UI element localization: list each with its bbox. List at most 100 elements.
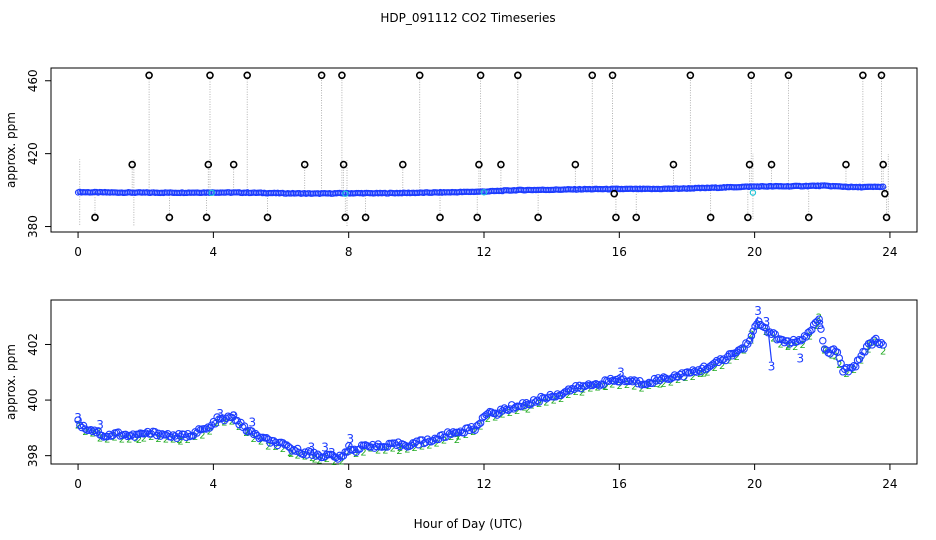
green-label: 2 — [251, 434, 257, 445]
outlier-point — [881, 189, 889, 198]
bottom-data-point — [312, 452, 320, 460]
blue-label: 3 — [768, 360, 776, 374]
blue-label: 3 — [96, 418, 104, 432]
green-label: 2 — [97, 433, 103, 444]
outlier-point — [415, 71, 424, 80]
green-label: 2 — [701, 368, 707, 379]
bottom-data-point — [264, 435, 273, 444]
top-data-point — [880, 183, 887, 190]
bottom-data-point — [345, 442, 353, 450]
bottom-data-point — [504, 406, 512, 415]
outlier-point — [128, 160, 136, 169]
bottom-data-point — [464, 424, 472, 432]
green-label: 2 — [638, 384, 644, 395]
bottom-data-point — [207, 421, 216, 429]
bottom-data-point — [692, 368, 701, 376]
top-panel: approx. ppm 0 4 8 12 16 20 24 380 420 460 — [4, 67, 918, 259]
green-label: 2 — [331, 457, 337, 468]
top-x-tick-label: 24 — [882, 245, 897, 259]
green-label: 2 — [499, 409, 505, 420]
green-label: 2 — [748, 329, 754, 340]
bottom-data-point — [877, 339, 886, 347]
green-label: 2 — [163, 435, 169, 446]
outlier-point — [339, 160, 348, 169]
top-x-tick-label: 20 — [747, 245, 762, 259]
bottom-data-point — [493, 411, 501, 419]
top-outlier-points — [91, 71, 891, 222]
jump-segment — [612, 373, 622, 380]
bottom-x-tick-label: 20 — [747, 477, 762, 491]
green-label: 2 — [485, 414, 491, 425]
bottom-data-point — [390, 439, 399, 447]
green-label: 2 — [141, 433, 147, 444]
bottom-data-point — [211, 419, 220, 428]
bottom-data-point — [711, 358, 719, 367]
top-plot-frame — [50, 67, 918, 233]
green-label: 2 — [514, 406, 520, 417]
outlier-point — [263, 213, 272, 222]
outlier-point — [317, 71, 326, 80]
green-label: 2 — [785, 340, 791, 351]
top-baseline-points — [74, 182, 887, 197]
bottom-data-point — [167, 433, 176, 441]
bottom-data-point — [372, 442, 381, 451]
outlier-point — [745, 160, 754, 169]
outlier-point — [206, 71, 214, 80]
green-label: 2 — [360, 447, 366, 458]
bottom-data-point — [412, 437, 421, 445]
green-label: 2 — [75, 421, 81, 432]
bottom-x-tick-label: 12 — [476, 477, 491, 491]
bottom-data-point — [819, 336, 827, 345]
bottom-data-point — [156, 432, 165, 440]
bottom-data-point — [698, 364, 706, 373]
blue-label: 3 — [321, 440, 329, 454]
green-label: 2 — [712, 363, 718, 374]
green-label: 2 — [214, 418, 220, 429]
bottom-data-point — [842, 364, 851, 372]
bottom-data-point — [173, 434, 181, 442]
green-label: 2 — [412, 443, 418, 454]
bottom-data-point — [718, 356, 726, 364]
top-y-axis-label: approx. ppm — [4, 112, 18, 188]
green-label: 2 — [734, 352, 740, 363]
bottom-x-tick-label: 16 — [612, 477, 627, 491]
outlier-point — [610, 189, 619, 198]
blue-label: 3 — [729, 349, 737, 363]
top-x-tick-label: 12 — [476, 245, 491, 259]
green-label: 2 — [426, 440, 432, 451]
bottom-data-point — [134, 430, 143, 439]
bottom-y-axis-label: approx. ppm — [4, 344, 18, 420]
top-cyan-marker — [749, 189, 757, 196]
bottom-data-point — [648, 379, 657, 387]
bottom-data-point — [815, 315, 823, 323]
green-label: 2 — [624, 380, 630, 391]
bottom-data-point — [81, 425, 90, 433]
top-spike-lines — [79, 75, 889, 227]
top-cyan-markers — [208, 189, 757, 197]
bottom-data-point — [570, 385, 578, 394]
bottom-data-point — [315, 452, 324, 460]
green-label: 2 — [419, 442, 425, 453]
bottom-x-axis: 0 4 8 12 16 20 24 — [74, 464, 898, 491]
bottom-data-point — [875, 340, 884, 349]
bottom-data-point — [522, 399, 531, 407]
bottom-data-point — [762, 324, 770, 332]
top-x-tick-label: 16 — [612, 245, 627, 259]
bottom-data-point — [74, 416, 82, 424]
bottom-data-point — [143, 427, 152, 436]
bottom-data-point — [678, 369, 686, 377]
bottom-data-point — [299, 450, 307, 459]
outlier-point — [608, 71, 617, 80]
outlier-point — [859, 71, 867, 80]
green-label: 2 — [229, 416, 235, 427]
bottom-data-point — [742, 339, 750, 347]
outlier-point — [612, 213, 620, 222]
top-cyan-marker — [208, 189, 215, 197]
blue-label: 3 — [796, 351, 804, 365]
green-label: 2 — [603, 382, 609, 393]
bottom-data-point — [769, 329, 778, 337]
green-label: 2 — [382, 446, 388, 457]
bottom-data-point — [251, 429, 260, 438]
blue-label: 3 — [248, 415, 256, 429]
